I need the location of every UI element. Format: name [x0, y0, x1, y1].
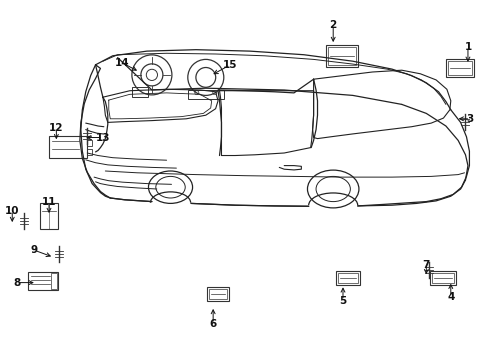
Bar [51, 273, 57, 289]
Bar [433, 273, 454, 283]
Bar [28, 272, 58, 290]
Text: 5: 5 [340, 296, 346, 306]
Bar [132, 87, 148, 97]
Bar [430, 271, 457, 285]
Bar [87, 140, 92, 146]
Bar [445, 59, 474, 77]
Bar [209, 289, 227, 300]
Bar [326, 45, 358, 67]
Text: 12: 12 [49, 123, 64, 133]
Text: 10: 10 [5, 206, 20, 216]
Text: 1: 1 [465, 42, 471, 52]
Bar [188, 90, 224, 99]
Bar [328, 47, 356, 65]
Text: 11: 11 [42, 197, 56, 207]
Bar [448, 62, 471, 75]
Text: 9: 9 [31, 245, 38, 255]
Text: 3: 3 [467, 114, 474, 124]
Bar [338, 273, 358, 283]
Text: 6: 6 [210, 319, 217, 329]
Text: 2: 2 [330, 20, 337, 30]
Text: 4: 4 [447, 292, 455, 302]
Bar [40, 203, 58, 229]
Text: 14: 14 [115, 58, 130, 68]
Bar [87, 149, 92, 155]
Text: 13: 13 [96, 132, 110, 143]
Text: 15: 15 [223, 60, 238, 70]
Bar [207, 288, 229, 301]
Bar [336, 271, 360, 285]
Bar [49, 136, 87, 158]
Text: 7: 7 [422, 260, 430, 270]
Text: 8: 8 [14, 278, 21, 288]
